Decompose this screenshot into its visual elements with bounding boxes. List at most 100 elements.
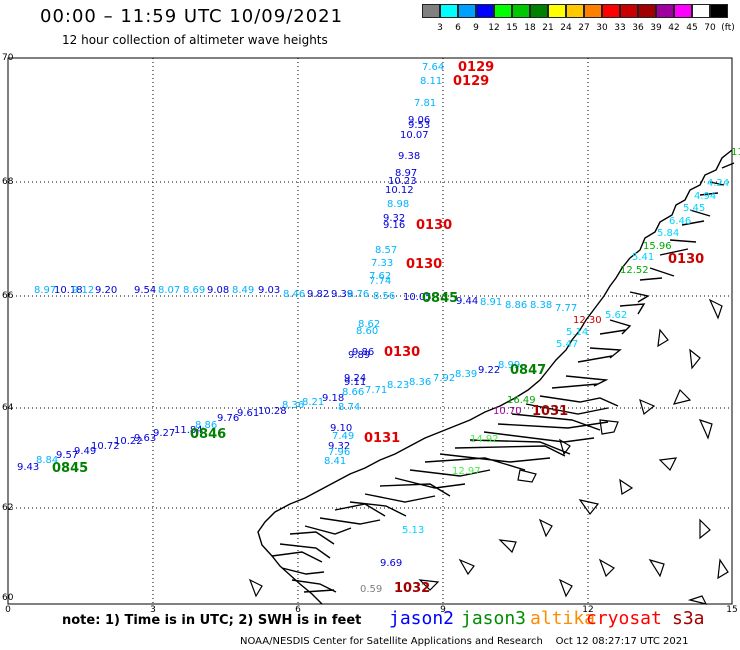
satellite-name: altika [530, 608, 596, 629]
wave-height-label: 7.64 [422, 62, 444, 73]
satellite-name: s3a [672, 608, 705, 629]
legend-tick: 36 [632, 23, 644, 33]
legend-tick: 42 [668, 23, 680, 33]
legend-tick: 33 [614, 23, 626, 33]
wave-height-label: 8.97 [395, 168, 417, 179]
wave-height-label: 5.45 [683, 203, 705, 214]
legend-swatch [692, 4, 710, 18]
wave-height-label: 7.71 [365, 385, 387, 396]
wave-height-label: 9.18 [322, 393, 344, 404]
legend-swatch [458, 4, 476, 18]
wave-height-label: 12.52 [620, 265, 649, 276]
wave-height-label: 16.49 [507, 395, 536, 406]
wave-height-label: 8.84 [36, 455, 58, 466]
wave-height-label: 8.97 [34, 285, 56, 296]
pass-time-label: 0130 [416, 218, 452, 233]
wave-height-label: 8.66 [342, 387, 364, 398]
wave-height-label: 9.38 [398, 151, 420, 162]
wave-height-label: 0.59 [360, 584, 382, 595]
wave-height-label: 8.07 [158, 285, 180, 296]
legend-swatch [656, 4, 674, 18]
legend-tick: 6 [455, 23, 461, 33]
legend-swatch [530, 4, 548, 18]
legend-swatch [710, 4, 728, 18]
pass-time-label: 0131 [364, 431, 400, 446]
legend-tick: 3 [437, 23, 443, 33]
wave-height-label: 8.62 [358, 319, 380, 330]
wave-height-label: 8.69 [183, 285, 205, 296]
footnote: note: 1) Time is in UTC; 2) SWH is in fe… [62, 613, 362, 628]
wave-height-label: 9.10 [330, 423, 352, 434]
wave-height-label: 7.74 [369, 276, 391, 287]
x-axis-ticks: 0 3 6 9 12 15 [5, 605, 738, 615]
wave-height-label: 9.53 [408, 120, 430, 131]
wave-height-label: 8.11 [420, 76, 442, 87]
wave-height-label: 9.89 [348, 350, 370, 361]
wave-height-labels: 7.648.117.819.069.5310.079.388.9710.2310… [17, 62, 740, 595]
legend-tick: 39 [650, 23, 662, 33]
wave-height-label: 4.94 [694, 191, 716, 202]
legend-tick: 24 [560, 23, 572, 33]
wave-height-label: 8.98 [387, 199, 409, 210]
pass-time-label: 0129 [458, 60, 494, 75]
legend-swatch [476, 4, 494, 18]
y-tick-label: 70 [2, 53, 14, 63]
wave-height-label: 9.08 [207, 285, 229, 296]
satellite-name: jason3 [461, 608, 527, 629]
island-outlines [248, 298, 729, 605]
page-subtitle: 12 hour collection of altimeter wave hei… [62, 33, 328, 47]
wave-height-label: 5.41 [632, 252, 654, 263]
legend-swatch [512, 4, 530, 18]
graticule [8, 58, 732, 604]
wave-height-label: 8.91 [480, 297, 502, 308]
legend-tick: 30 [596, 23, 608, 33]
legend-tick: 27 [578, 23, 590, 33]
wave-height-label: 9.86 [352, 347, 374, 358]
wave-height-label: 9.63 [134, 433, 156, 444]
wave-height-label: 11.84 [174, 425, 203, 436]
wave-height-label: 9.57 [56, 450, 78, 461]
wave-height-label: 10.07 [400, 130, 429, 141]
page-title: 00:00 – 11:59 UTC 10/09/2021 [40, 6, 344, 27]
wave-height-label: 8.60 [356, 326, 378, 337]
x-tick-label: 15 [726, 605, 737, 615]
legend-swatch [422, 4, 440, 18]
coastline [257, 149, 735, 605]
wave-height-label: 5.14 [566, 327, 588, 338]
y-tick-label: 62 [2, 503, 13, 513]
wave-height-label: 10.12 [385, 185, 414, 196]
legend-swatch [602, 4, 620, 18]
wave-height-label: 9.03 [258, 285, 280, 296]
pass-time-label: 0130 [406, 257, 442, 272]
wave-height-label: 9.76 [217, 413, 239, 424]
legend-tick: 45 [686, 23, 698, 33]
legend-swatch [674, 4, 692, 18]
wave-height-label: 8.49 [232, 285, 254, 296]
wave-height-label: 9.06 [408, 115, 430, 126]
x-tick-label: 6 [295, 605, 301, 615]
wave-height-label: 9.12 [72, 285, 94, 296]
wave-height-label: 9.49 [74, 446, 96, 457]
x-tick-label: 12 [582, 605, 593, 615]
wave-height-label: 9.43 [17, 462, 39, 473]
legend-tick: (ft) [721, 23, 735, 33]
legend-swatch [566, 4, 584, 18]
wave-height-label: 9.54 [134, 285, 156, 296]
wave-height-label: 7.77 [555, 303, 577, 314]
wave-height-label: 9.11 [344, 377, 366, 388]
wave-height-label: 9.32 [383, 213, 405, 224]
y-axis-ticks: 70 68 66 64 62 60 [2, 53, 14, 603]
credit-line: NOAA/NESDIS Center for Satellite Applica… [240, 636, 689, 647]
legend-tick: 70 [704, 23, 716, 33]
wave-height-label: 4.24 [707, 178, 729, 189]
wave-height-label: 7.96 [328, 447, 350, 458]
pass-time-label: 0846 [190, 427, 226, 442]
legend-tick: 21 [542, 23, 554, 33]
y-tick-label: 68 [2, 177, 14, 187]
wave-height-label: 8.56 [373, 291, 395, 302]
wave-height-label: 8.36 [409, 377, 431, 388]
wave-height-label: 7.92 [433, 373, 455, 384]
wave-height-label: 10.28 [258, 406, 287, 417]
wave-height-label: 5.47 [556, 339, 578, 350]
